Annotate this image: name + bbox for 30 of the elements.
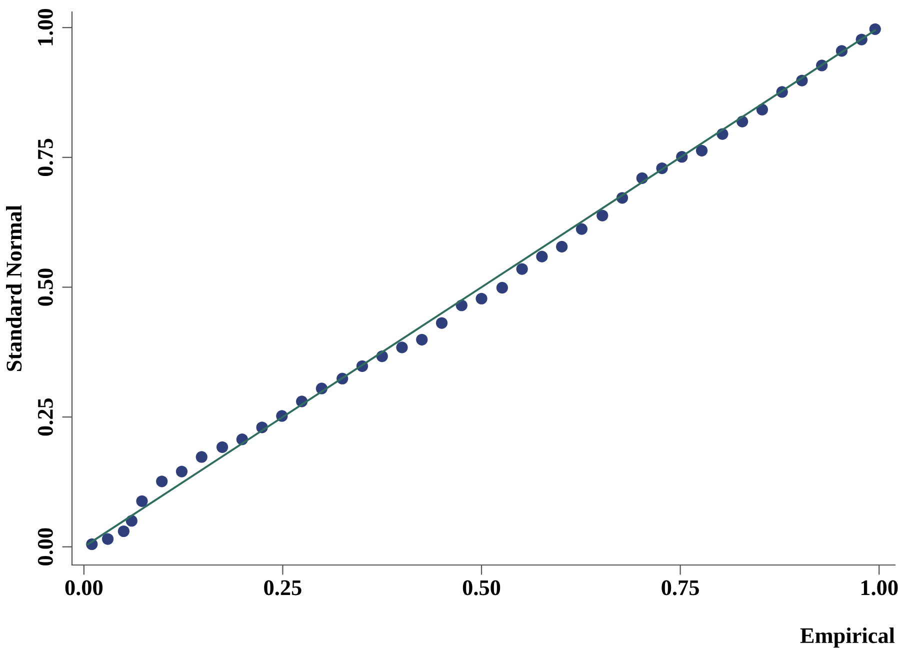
x-tick-label: 0.50	[462, 580, 500, 596]
y-tick-label: 0.75	[38, 138, 53, 176]
point	[476, 292, 488, 304]
point	[102, 533, 114, 545]
point	[436, 317, 448, 329]
x-tick-label: 0.25	[264, 580, 302, 596]
x-axis-title: Empirical	[800, 628, 895, 648]
point	[696, 144, 708, 156]
y-tick-label: 1.00	[38, 8, 53, 46]
point	[396, 342, 408, 354]
y-tick-label: 0.25	[38, 398, 53, 436]
x-tick-label: 1.00	[861, 580, 898, 596]
point	[118, 525, 130, 538]
point	[216, 441, 228, 453]
point	[156, 476, 168, 488]
y-tick-label: 0.50	[38, 268, 53, 306]
point	[516, 263, 528, 275]
point	[496, 282, 508, 294]
point	[176, 466, 188, 478]
point	[416, 334, 428, 346]
point	[196, 451, 208, 463]
y-axis-title: Standard Normal	[6, 205, 22, 371]
point	[556, 240, 568, 253]
point	[136, 495, 148, 507]
point	[596, 210, 608, 222]
y-tick-label: 0.00	[38, 528, 53, 566]
point	[536, 250, 548, 262]
x-tick-label: 0.00	[65, 580, 103, 596]
x-tick-label: 0.75	[662, 580, 699, 596]
point	[576, 223, 588, 235]
